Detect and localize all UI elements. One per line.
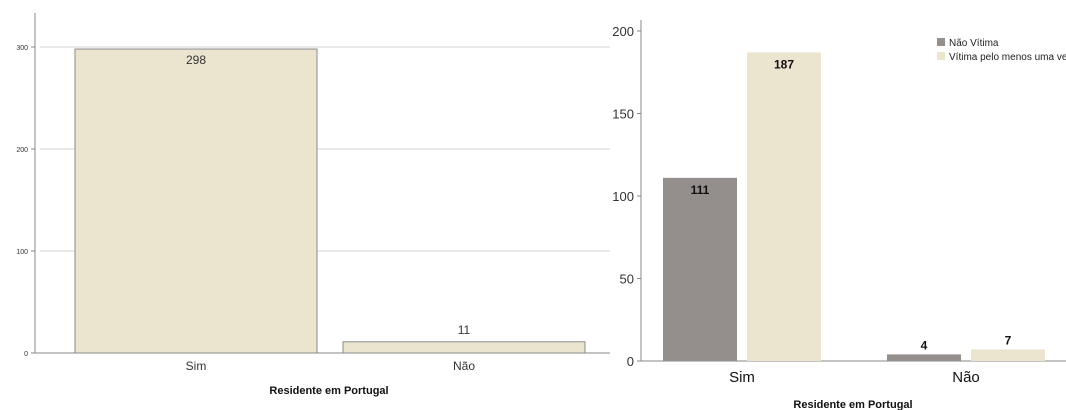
- bar-data-label: 187: [774, 57, 794, 71]
- legend: Não Vítima Vítima pelo menos uma ve: [937, 38, 1066, 63]
- bar: [74, 48, 318, 354]
- legend-swatch: [937, 38, 945, 46]
- x-axis-title: Residente em Portugal: [269, 385, 388, 397]
- y-tick-label: 200: [612, 24, 634, 39]
- bar-data-label: 4: [921, 338, 928, 352]
- x-axis-title: Residente em Portugal: [793, 399, 912, 410]
- bar: [342, 341, 586, 354]
- x-tick-label: Sim: [729, 369, 755, 386]
- y-tick-label: 50: [620, 272, 634, 287]
- bar: [887, 354, 961, 361]
- x-tick-label: Não: [952, 369, 980, 386]
- legend-swatch: [937, 52, 945, 60]
- legend-label: Não Vítima: [949, 38, 999, 49]
- chart-residents-by-victim: 0 50 100 150 200 111 187 Sim 4 7 Não Residente em P…: [612, 20, 1066, 410]
- y-tick-label: 200: [16, 147, 28, 154]
- chart-residents-total: 0 100 200 300 298 Sim 11 Não Residente em Portug…: [16, 13, 610, 397]
- bar: [747, 52, 821, 361]
- y-tick-label: 100: [612, 189, 634, 204]
- y-tick-label: 300: [16, 45, 28, 52]
- y-tick-label: 0: [24, 351, 28, 358]
- y-tick-label: 100: [16, 249, 28, 256]
- bar-data-label: 7: [1005, 333, 1012, 347]
- y-tick-label: 150: [612, 107, 634, 122]
- legend-label: Vítima pelo menos uma ve: [949, 52, 1066, 63]
- bar-data-label: 298: [186, 53, 206, 67]
- bar-data-label: 11: [458, 323, 471, 337]
- bar-data-label: 111: [691, 183, 710, 197]
- x-tick-label: Não: [453, 359, 475, 373]
- y-tick-label: 0: [627, 354, 634, 369]
- bar: [971, 349, 1045, 361]
- bar: [663, 177, 737, 361]
- x-tick-label: Sim: [186, 359, 207, 373]
